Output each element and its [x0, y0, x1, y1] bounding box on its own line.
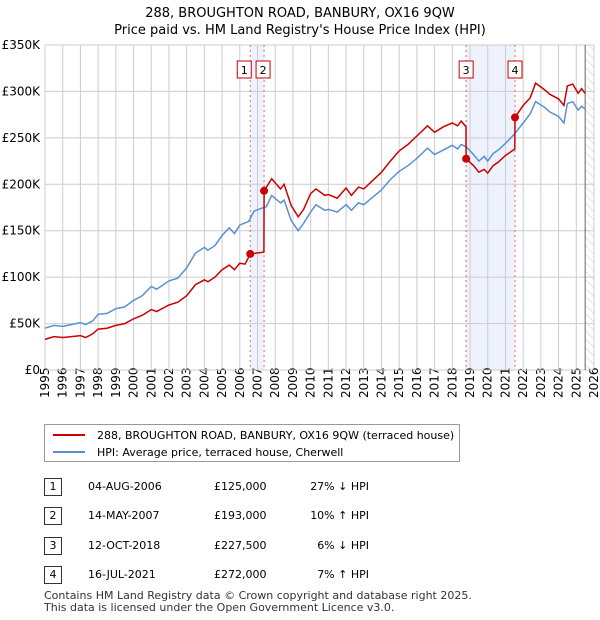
- sale-label-box: [458, 60, 474, 79]
- shaded-period: [466, 45, 516, 370]
- y-tick-label: £350K: [2, 38, 42, 52]
- y-tick-label: £150K: [2, 224, 42, 238]
- sale-price: £193,000: [214, 509, 267, 522]
- x-tick-label: 1996: [56, 367, 70, 398]
- footer-licence: This data is licensed under the Open Gov…: [44, 601, 395, 614]
- sale-label: 2: [260, 64, 267, 77]
- x-tick-label: 2017: [428, 367, 442, 398]
- x-tick-label: 2018: [445, 367, 459, 398]
- chart-subtitle: Price paid vs. HM Land Registry's House …: [114, 23, 486, 38]
- legend-swatch-property: [53, 434, 85, 436]
- x-tick-label: 2019: [463, 367, 477, 398]
- y-tick-label: £0: [25, 363, 40, 377]
- x-tick-label: 1999: [109, 367, 123, 398]
- table-row: 3 12-OCT-2018 £227,500 6% ↓ HPI: [44, 537, 464, 557]
- sale-point: [260, 186, 269, 195]
- sale-hpi-diff: 27% ↓ HPI: [310, 480, 369, 493]
- x-tick-label: 2021: [498, 367, 512, 398]
- x-tick-label: 2023: [534, 367, 548, 398]
- y-tick-label: £250K: [2, 131, 42, 145]
- chart-title: 288, BROUGHTON ROAD, BANBURY, OX16 9QW: [145, 6, 455, 21]
- x-tick-label: 2005: [215, 367, 229, 398]
- x-tick-label: 2009: [286, 367, 300, 398]
- sale-price: £272,000: [214, 568, 267, 581]
- sale-hpi-diff: 10% ↑ HPI: [310, 509, 369, 522]
- legend-item-hpi: HPI: Average price, terraced house, Cher…: [53, 444, 343, 460]
- sale-number-box: 4: [44, 566, 62, 584]
- x-tick-label: 2024: [552, 367, 566, 398]
- x-tick-label: 1997: [73, 367, 87, 398]
- legend-label-hpi: HPI: Average price, terraced house, Cher…: [97, 445, 344, 459]
- sale-number-box: 3: [44, 537, 62, 555]
- x-tick-label: 2016: [410, 367, 424, 398]
- sale-point: [511, 113, 520, 122]
- footer-copyright: Contains HM Land Registry data © Crown c…: [44, 589, 472, 602]
- sale-number-box: 1: [44, 478, 62, 496]
- x-tick-label: 2014: [374, 367, 388, 398]
- sale-label: 1: [241, 64, 248, 77]
- x-tick-label: 2002: [162, 367, 176, 398]
- x-tick-label: 2013: [357, 367, 371, 398]
- x-tick-label: 2025: [569, 367, 583, 398]
- legend-label-property: 288, BROUGHTON ROAD, BANBURY, OX16 9QW (…: [97, 428, 455, 442]
- y-tick-label: £200K: [2, 177, 42, 191]
- x-tick-label: 2003: [180, 367, 194, 398]
- sale-point: [462, 154, 471, 163]
- sale-price: £125,000: [214, 480, 267, 493]
- table-row: 1 04-AUG-2006 £125,000 27% ↓ HPI: [44, 478, 464, 498]
- x-tick-label: 2022: [516, 367, 530, 398]
- sale-label-box: [255, 60, 271, 79]
- legend-item-property: 288, BROUGHTON ROAD, BANBURY, OX16 9QW (…: [53, 427, 454, 443]
- x-tick-label: 1995: [38, 367, 52, 398]
- x-tick-label: 2015: [392, 367, 406, 398]
- x-tick-label: 2020: [481, 367, 495, 398]
- table-row: 4 16-JUL-2021 £272,000 7% ↑ HPI: [44, 566, 464, 586]
- x-tick-label: 2004: [197, 367, 211, 398]
- sale-date: 12-OCT-2018: [88, 539, 161, 552]
- x-tick-label: 2007: [251, 367, 265, 398]
- y-tick-label: £100K: [2, 270, 42, 284]
- legend: 288, BROUGHTON ROAD, BANBURY, OX16 9QW (…: [44, 424, 460, 462]
- sale-date: 14-MAY-2007: [88, 509, 160, 522]
- x-tick-label: 2010: [304, 367, 318, 398]
- y-tick-label: £50K: [9, 317, 41, 331]
- price-chart: 1995 1996 1997 1998 1999 2000 2001 2002 2003 2004…: [2, 38, 600, 398]
- x-tick-label: 2011: [321, 367, 335, 398]
- table-row: 2 14-MAY-2007 £193,000 10% ↑ HPI: [44, 507, 464, 527]
- x-tick-label: 2026: [587, 367, 600, 398]
- sale-number-box: 2: [44, 507, 62, 525]
- sale-point: [246, 249, 255, 258]
- sale-hpi-diff: 7% ↑ HPI: [317, 568, 369, 581]
- x-tick-label: 2008: [268, 367, 282, 398]
- x-tick-label: 2001: [144, 367, 158, 398]
- sale-label: 3: [463, 64, 470, 77]
- sale-label: 4: [512, 64, 519, 77]
- x-tick-label: 1998: [91, 367, 105, 398]
- sale-price: £227,500: [214, 539, 267, 552]
- x-tick-label: 2012: [339, 367, 353, 398]
- sale-date: 16-JUL-2021: [88, 568, 156, 581]
- y-tick-label: £300K: [2, 84, 42, 98]
- x-tick-label: 2000: [127, 367, 141, 398]
- legend-swatch-hpi: [53, 451, 85, 453]
- sale-label-box: [507, 60, 523, 79]
- series-line-property: [44, 81, 586, 341]
- sale-label-box: [236, 60, 252, 79]
- sale-date: 04-AUG-2006: [88, 480, 162, 493]
- x-tick-label: 2006: [233, 367, 247, 398]
- series-line-hpi: [44, 100, 586, 329]
- sale-hpi-diff: 6% ↓ HPI: [317, 539, 369, 552]
- forecast-hatch: [585, 45, 594, 370]
